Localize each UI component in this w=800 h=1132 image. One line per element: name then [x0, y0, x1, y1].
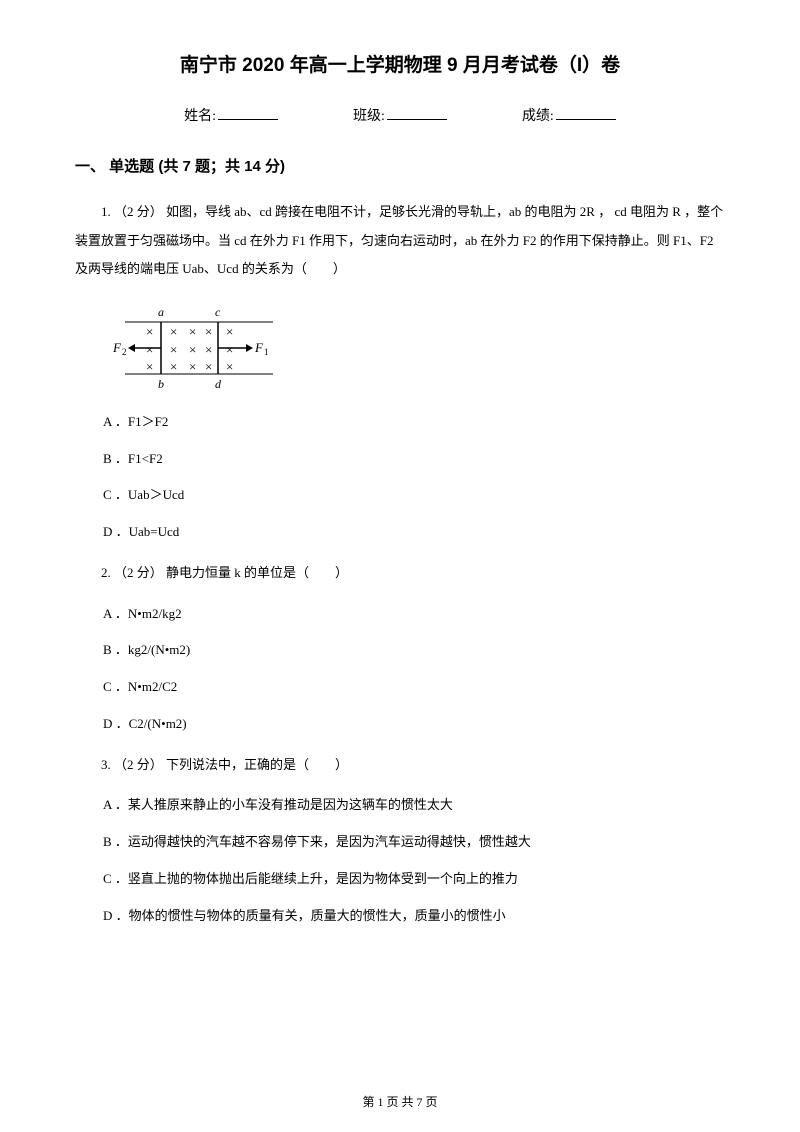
svg-text:×: ×: [226, 342, 233, 357]
svg-text:×: ×: [170, 342, 177, 357]
q2-optB: B ．kg2/(N•m2): [103, 640, 725, 661]
section1-header: 一、 单选题 (共 7 题；共 14 分): [75, 155, 725, 176]
class-label: 班级:: [353, 105, 385, 125]
class-field: 班级:: [353, 105, 447, 125]
svg-text:F: F: [254, 340, 264, 355]
svg-text:×: ×: [205, 342, 212, 357]
svg-text:×: ×: [189, 324, 196, 339]
q3-optA: A ．某人推原来静止的小车没有推动是因为这辆车的惯性太大: [103, 795, 725, 816]
svg-text:F: F: [113, 340, 122, 355]
svg-text:c: c: [215, 305, 221, 319]
page-footer: 第 1 页 共 7 页: [0, 1093, 800, 1110]
svg-text:×: ×: [189, 342, 196, 357]
name-label: 姓名:: [184, 105, 216, 125]
score-field: 成绩:: [522, 105, 616, 125]
q1-optD: D ．Uab=Ucd: [103, 522, 725, 543]
svg-text:2: 2: [122, 347, 127, 357]
name-blank: [218, 106, 278, 120]
q2-optC: C ．N•m2/C2: [103, 677, 725, 698]
svg-text:d: d: [215, 377, 222, 391]
q1-optB: B ．F1<F2: [103, 449, 725, 470]
svg-text:×: ×: [189, 359, 196, 374]
exam-title: 南宁市 2020 年高一上学期物理 9 月月考试卷（I）卷: [75, 50, 725, 77]
q3-text: 3. （2 分） 下列说法中，正确的是（ ）: [75, 751, 725, 780]
svg-text:a: a: [158, 305, 164, 319]
svg-text:×: ×: [226, 359, 233, 374]
q1-text: 1. （2 分） 如图，导线 ab、cd 跨接在电阻不计，足够长光滑的导轨上，a…: [75, 198, 725, 284]
svg-text:×: ×: [170, 324, 177, 339]
q3-optD: D ．物体的惯性与物体的质量有关，质量大的惯性大，质量小的惯性小: [103, 906, 725, 927]
svg-text:×: ×: [170, 359, 177, 374]
svg-text:b: b: [158, 377, 164, 391]
name-field: 姓名:: [184, 105, 278, 125]
svg-text:×: ×: [205, 359, 212, 374]
svg-text:×: ×: [146, 359, 153, 374]
class-blank: [387, 106, 447, 120]
score-blank: [556, 106, 616, 120]
svg-text:×: ×: [226, 324, 233, 339]
svg-text:×: ×: [146, 342, 153, 357]
q2-text: 2. （2 分） 静电力恒量 k 的单位是（ ）: [75, 559, 725, 588]
q1-diagram: × × × × × × × × × × × × × × × a c b d F …: [113, 302, 278, 394]
score-label: 成绩:: [522, 105, 554, 125]
q3-optC: C ．竖直上抛的物体抛出后能继续上升，是因为物体受到一个向上的推力: [103, 869, 725, 890]
svg-text:×: ×: [146, 324, 153, 339]
q1-optA: A ．F1＞F2: [103, 412, 725, 433]
student-info-row: 姓名: 班级: 成绩:: [75, 105, 725, 125]
q1-optC: C ．Uab＞Ucd: [103, 485, 725, 506]
q2-optA: A ．N•m2/kg2: [103, 604, 725, 625]
svg-text:×: ×: [205, 324, 212, 339]
q2-optD: D ．C2/(N•m2): [103, 714, 725, 735]
q3-optB: B ．运动得越快的汽车越不容易停下来，是因为汽车运动得越快，惯性越大: [103, 832, 725, 853]
svg-text:1: 1: [264, 347, 269, 357]
